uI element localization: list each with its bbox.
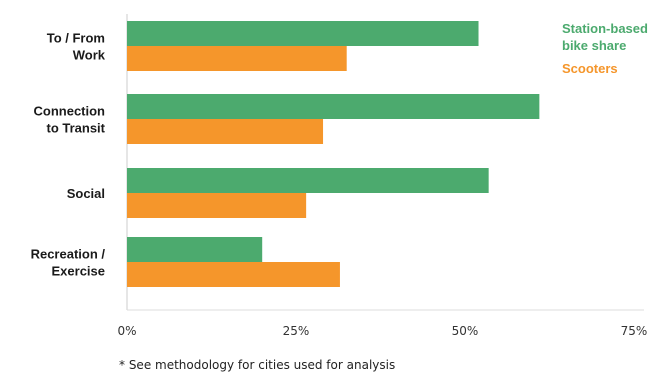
- footnote: * See methodology for cities used for an…: [119, 358, 396, 372]
- bar-scooters-3: [127, 262, 340, 287]
- legend-label-0-0: Station-based: [562, 21, 648, 36]
- category-label-3-0: Recreation /: [31, 247, 106, 262]
- x-tick-label-2: 50%: [452, 324, 479, 338]
- x-tick-label-1: 25%: [283, 324, 310, 338]
- category-label-1-1: to Transit: [46, 121, 105, 136]
- x-tick-label-3: 75%: [621, 324, 648, 338]
- bar-bike-share-3: [127, 237, 263, 262]
- legend-label-1-0: Scooters: [562, 61, 618, 76]
- category-label-3-1: Exercise: [52, 264, 106, 279]
- bar-scooters-0: [127, 46, 347, 71]
- category-label-1-0: Connection: [34, 104, 106, 119]
- bar-bike-share-0: [127, 21, 479, 46]
- category-label-0-1: Work: [73, 48, 106, 63]
- bar-scooters-1: [127, 119, 324, 144]
- category-label-2-0: Social: [67, 186, 105, 201]
- legend-label-0-1: bike share: [562, 38, 626, 53]
- bar-bike-share-2: [127, 168, 489, 193]
- bar-bike-share-1: [127, 94, 540, 119]
- bar-scooters-2: [127, 193, 307, 218]
- x-tick-label-0: 0%: [117, 324, 136, 338]
- category-label-0-0: To / From: [47, 31, 105, 46]
